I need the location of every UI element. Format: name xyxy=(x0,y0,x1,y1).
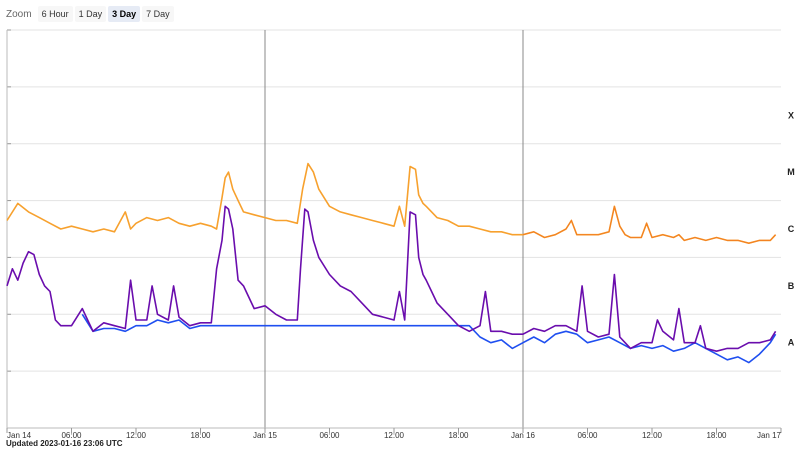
x-tick-label: 18:00 xyxy=(190,431,211,440)
x-tick-label: Jan 14 xyxy=(7,431,32,440)
x-tick-label: Jan 16 xyxy=(511,431,536,440)
flare-class-label: A xyxy=(788,338,795,348)
series-line-long xyxy=(6,162,777,244)
flare-class-label: C xyxy=(788,224,795,234)
zoom-1-day-button[interactable]: 1 Day xyxy=(74,6,107,22)
zoom-3-day-button[interactable]: 3 Day xyxy=(108,6,141,22)
flare-class-labels: A B C M X xyxy=(787,110,795,347)
flare-class-label: M xyxy=(787,167,795,177)
x-tick-label: 06:00 xyxy=(577,431,598,440)
series-line-short xyxy=(6,205,777,352)
x-tick-label: Jan 17 xyxy=(757,431,782,440)
x-tick-label: 12:00 xyxy=(384,431,405,440)
x-tick-label: 18:00 xyxy=(706,431,727,440)
grid-layer xyxy=(6,29,781,428)
x-tick-label: Jan 15 xyxy=(253,431,278,440)
zoom-label: Zoom xyxy=(6,8,32,20)
zoom-bar: Zoom 6 Hour 1 Day 3 Day 7 Day xyxy=(6,5,174,23)
flare-class-label: B xyxy=(788,281,795,291)
x-axis: Jan 14 06:00 12:00 18:00 Jan 15 06:00 12:00 18:… xyxy=(6,427,782,440)
x-tick-label: 18:00 xyxy=(448,431,469,440)
updated-timestamp: Updated 2023-01-16 23:06 UTC xyxy=(6,439,123,448)
zoom-6-hour-button[interactable]: 6 Hour xyxy=(37,6,73,22)
x-tick-label: 12:00 xyxy=(642,431,663,440)
series-layer xyxy=(6,162,777,364)
zoom-7-day-button[interactable]: 7 Day xyxy=(142,6,174,22)
x-tick-label: 06:00 xyxy=(319,431,340,440)
x-tick-label: 06:00 xyxy=(61,431,82,440)
x-tick-label: 12:00 xyxy=(126,431,147,440)
flare-class-label: X xyxy=(788,110,794,120)
series-line-long-recent xyxy=(522,206,777,244)
